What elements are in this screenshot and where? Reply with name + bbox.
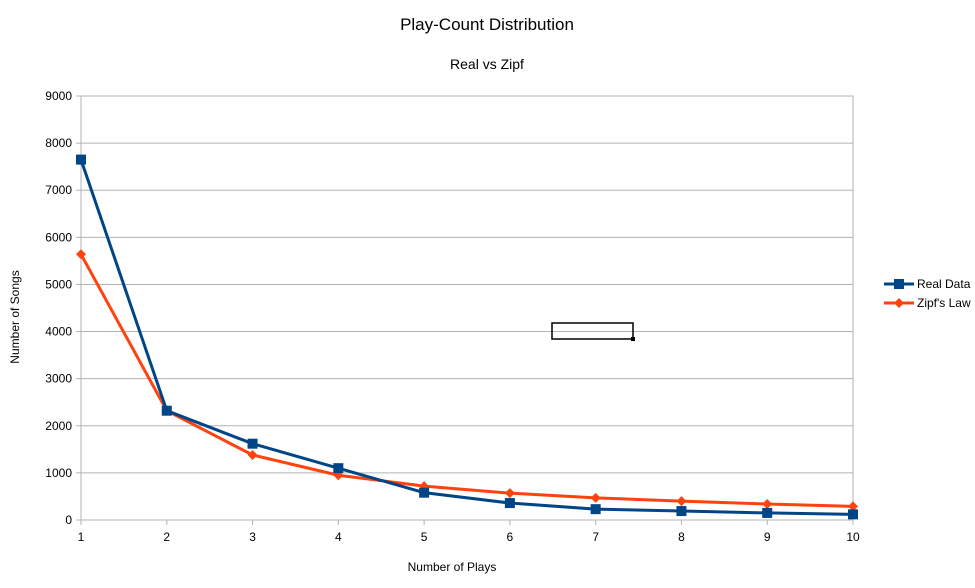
- x-tick-label: 3: [249, 530, 256, 544]
- x-tick-label: 6: [507, 530, 514, 544]
- data-point: [333, 463, 344, 474]
- data-point: [76, 154, 86, 165]
- legend: Real Data Zipf's Law: [884, 277, 971, 310]
- y-tick-label: 6000: [45, 230, 72, 244]
- data-point: [419, 487, 430, 498]
- x-tick-label: 7: [592, 530, 599, 544]
- y-tick-label: 4000: [45, 325, 72, 339]
- data-point: [590, 492, 601, 503]
- series-real-data: [76, 154, 858, 520]
- data-point: [504, 488, 515, 499]
- y-tick-label: 7000: [45, 183, 72, 197]
- gridlines: [76, 95, 854, 525]
- x-axis-label: Number of Plays: [408, 560, 497, 574]
- series-line: [79, 159, 854, 516]
- y-axis-label: Number of Songs: [8, 270, 22, 363]
- data-point: [247, 438, 258, 449]
- legend-item: Zipf's Law: [884, 296, 971, 310]
- stray-rectangle-shape: [551, 322, 634, 340]
- x-tick-label: 4: [335, 530, 342, 544]
- legend-label: Real Data: [917, 277, 971, 291]
- series-line: [79, 253, 854, 508]
- series-lines: [76, 154, 858, 520]
- shape-handle: [631, 337, 635, 341]
- data-point: [676, 506, 687, 517]
- y-tick-label: 5000: [45, 277, 72, 291]
- chart-subtitle: Real vs Zipf: [450, 56, 524, 72]
- y-tick-label: 2000: [45, 419, 72, 433]
- data-point: [762, 507, 773, 518]
- x-tick-label: 1: [78, 530, 85, 544]
- data-point: [848, 509, 858, 520]
- data-point: [590, 504, 601, 515]
- y-tick-label: 1000: [45, 466, 72, 480]
- data-point: [676, 496, 687, 507]
- data-point: [161, 405, 172, 416]
- legend-marker: [894, 298, 904, 308]
- y-tick-label: 0: [65, 513, 72, 527]
- legend-item: Real Data: [884, 277, 971, 291]
- data-point: [848, 501, 858, 512]
- legend-label: Zipf's Law: [917, 296, 971, 310]
- y-tick-label: 8000: [45, 136, 72, 150]
- y-tick-labels: 0 1000 2000 3000 4000 5000 6000 7000 8000 9000: [45, 89, 72, 527]
- plot-area-border: [80, 95, 854, 521]
- x-tick-label: 10: [846, 530, 860, 544]
- y-tick-label: 3000: [45, 372, 72, 386]
- y-tick-label: 9000: [45, 89, 72, 103]
- data-point: [247, 449, 258, 460]
- data-point: [76, 249, 86, 260]
- x-tick-label: 8: [678, 530, 685, 544]
- legend-marker: [894, 279, 904, 289]
- x-tick-labels: 1 2 3 4 5 6 7 8 9 10: [78, 530, 860, 544]
- chart-title: Play-Count Distribution: [400, 15, 574, 34]
- x-tick-label: 9: [764, 530, 771, 544]
- data-point: [762, 498, 773, 509]
- x-tick-label: 5: [421, 530, 428, 544]
- series-zipfs-law: [76, 249, 858, 512]
- data-point: [504, 498, 515, 509]
- x-tick-label: 2: [163, 530, 170, 544]
